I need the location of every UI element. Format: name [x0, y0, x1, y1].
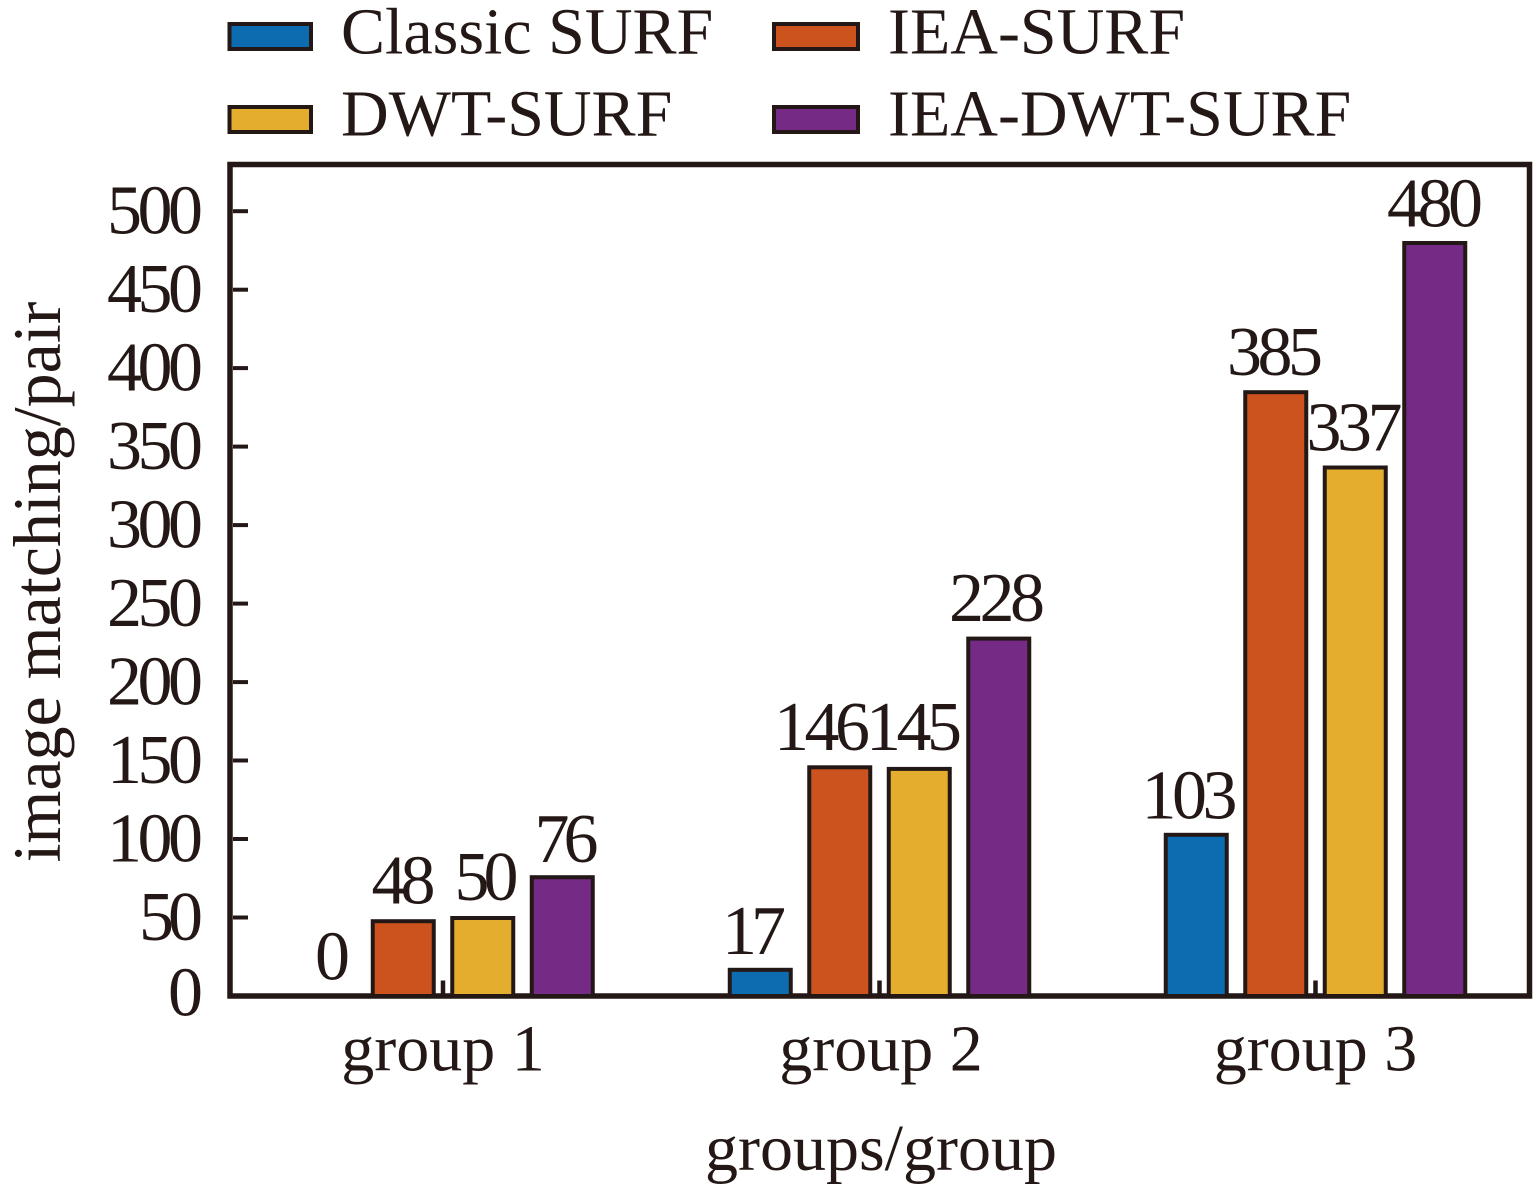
svg-text:250: 250	[107, 565, 203, 642]
svg-text:500: 500	[107, 173, 203, 250]
svg-text:150: 150	[107, 722, 203, 799]
svg-text:100: 100	[107, 801, 203, 878]
svg-text:IEA-SURF: IEA-SURF	[888, 0, 1185, 69]
svg-text:200: 200	[107, 644, 203, 721]
svg-text:300: 300	[107, 487, 203, 564]
svg-text:146: 146	[774, 689, 870, 766]
svg-text:385: 385	[1227, 314, 1323, 391]
svg-text:50: 50	[455, 839, 519, 916]
svg-text:480: 480	[1387, 166, 1483, 243]
svg-text:350: 350	[107, 408, 203, 485]
svg-text:76: 76	[535, 801, 599, 878]
svg-text:337: 337	[1307, 390, 1403, 467]
svg-text:50: 50	[139, 879, 203, 956]
svg-text:103: 103	[1142, 758, 1238, 835]
svg-text:17: 17	[722, 893, 786, 970]
svg-text:48: 48	[372, 843, 436, 920]
svg-text:group 2: group 2	[779, 1013, 982, 1086]
svg-text:group 1: group 1	[341, 1013, 544, 1086]
svg-text:400: 400	[107, 330, 203, 407]
svg-text:228: 228	[949, 560, 1045, 637]
svg-text:450: 450	[107, 251, 203, 328]
svg-text:DWT-SURF: DWT-SURF	[341, 78, 672, 151]
svg-text:0: 0	[168, 955, 203, 1032]
svg-text:IEA-DWT-SURF: IEA-DWT-SURF	[888, 78, 1351, 151]
svg-text:Classic SURF: Classic SURF	[341, 0, 713, 69]
svg-text:group 3: group 3	[1214, 1013, 1417, 1086]
svg-text:0: 0	[315, 919, 350, 996]
svg-text:groups/group: groups/group	[705, 1112, 1057, 1185]
svg-text:image matching/pair: image matching/pair	[0, 301, 75, 862]
svg-text:145: 145	[866, 689, 962, 766]
